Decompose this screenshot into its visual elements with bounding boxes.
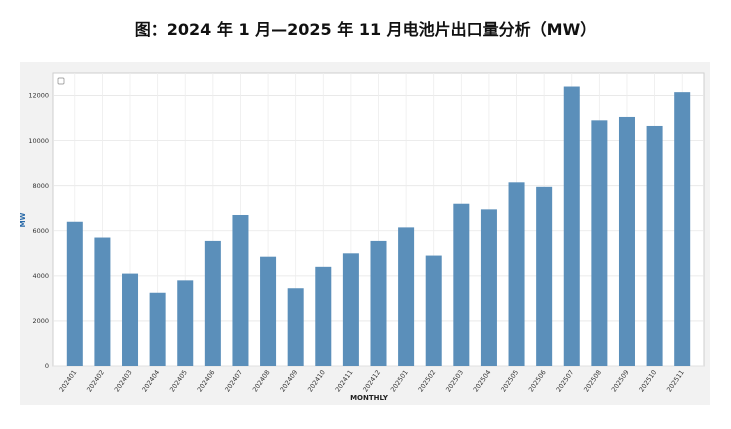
x-tick-label: 202502 (417, 369, 438, 394)
bar-202411 (342, 253, 359, 366)
bar-202505 (508, 182, 525, 366)
legend-checkbox (57, 77, 65, 85)
bar-202502 (425, 255, 442, 366)
bar-202404 (149, 292, 166, 366)
x-tick-label: 202412 (361, 369, 382, 394)
chart-panel: 0 2000 4000 6000 8000 10000 12000 202401 202402… (20, 62, 710, 405)
bar-202402 (94, 237, 111, 366)
x-tick-label: 202511 (665, 369, 686, 394)
x-tick-label: 202504 (472, 369, 493, 394)
bar-202509 (618, 116, 635, 366)
bar-chart: 0 2000 4000 6000 8000 10000 12000 202401 202402… (20, 72, 705, 402)
x-tick-label: 202410 (306, 369, 327, 394)
bar-202405 (177, 280, 194, 366)
y-tick-label: 0 (45, 362, 49, 370)
bar-202410 (315, 266, 332, 366)
x-tick-label: 202406 (196, 369, 217, 394)
bar-202403 (122, 273, 139, 366)
x-axis-title: MONTHLY (350, 394, 389, 402)
bar-202507 (563, 86, 580, 367)
x-tick-label: 202402 (85, 369, 106, 394)
x-tick-label: 202505 (499, 369, 520, 394)
x-tick-label: 202403 (113, 369, 134, 394)
y-tick-label: 6000 (32, 227, 49, 235)
bar-202508 (591, 120, 608, 366)
bar-202501 (398, 227, 415, 366)
y-tick-label: 8000 (32, 182, 49, 190)
x-tick-label: 202401 (58, 369, 79, 394)
x-tick-label: 202501 (389, 369, 410, 394)
bar-202510 (646, 125, 663, 366)
y-tick-label: 2000 (32, 317, 49, 325)
bar-202407 (232, 214, 249, 366)
x-tick-label: 202407 (223, 369, 244, 394)
x-tick-label: 202510 (637, 369, 658, 394)
x-tick-label: 202409 (279, 369, 300, 394)
y-tick-label: 4000 (32, 272, 49, 280)
x-tick-label: 202411 (334, 369, 355, 394)
bar-202503 (453, 203, 470, 366)
bar-202506 (536, 186, 553, 366)
bar-202408 (260, 256, 277, 366)
x-tick-label: 202507 (555, 369, 576, 394)
x-tick-label: 202503 (444, 369, 465, 394)
x-tick-label: 202405 (168, 369, 189, 394)
x-tick-label: 202508 (582, 369, 603, 394)
x-tick-label: 202408 (251, 369, 272, 394)
bar-202504 (480, 209, 497, 366)
x-tick-label: 202509 (610, 369, 631, 394)
figure-title: 图：2024 年 1 月—2025 年 11 月电池片出口量分析（MW） (134, 20, 597, 39)
x-tick-label: 202506 (527, 369, 548, 394)
bar-202412 (370, 240, 387, 366)
y-tick-label: 12000 (28, 92, 49, 100)
bar-202401 (66, 221, 83, 366)
bar-202409 (287, 288, 304, 366)
bar-202406 (204, 240, 221, 366)
y-tick-label: 10000 (28, 137, 49, 145)
bar-202511 (674, 92, 691, 367)
x-tick-label: 202404 (140, 369, 161, 394)
y-axis-title: MW (20, 212, 27, 227)
